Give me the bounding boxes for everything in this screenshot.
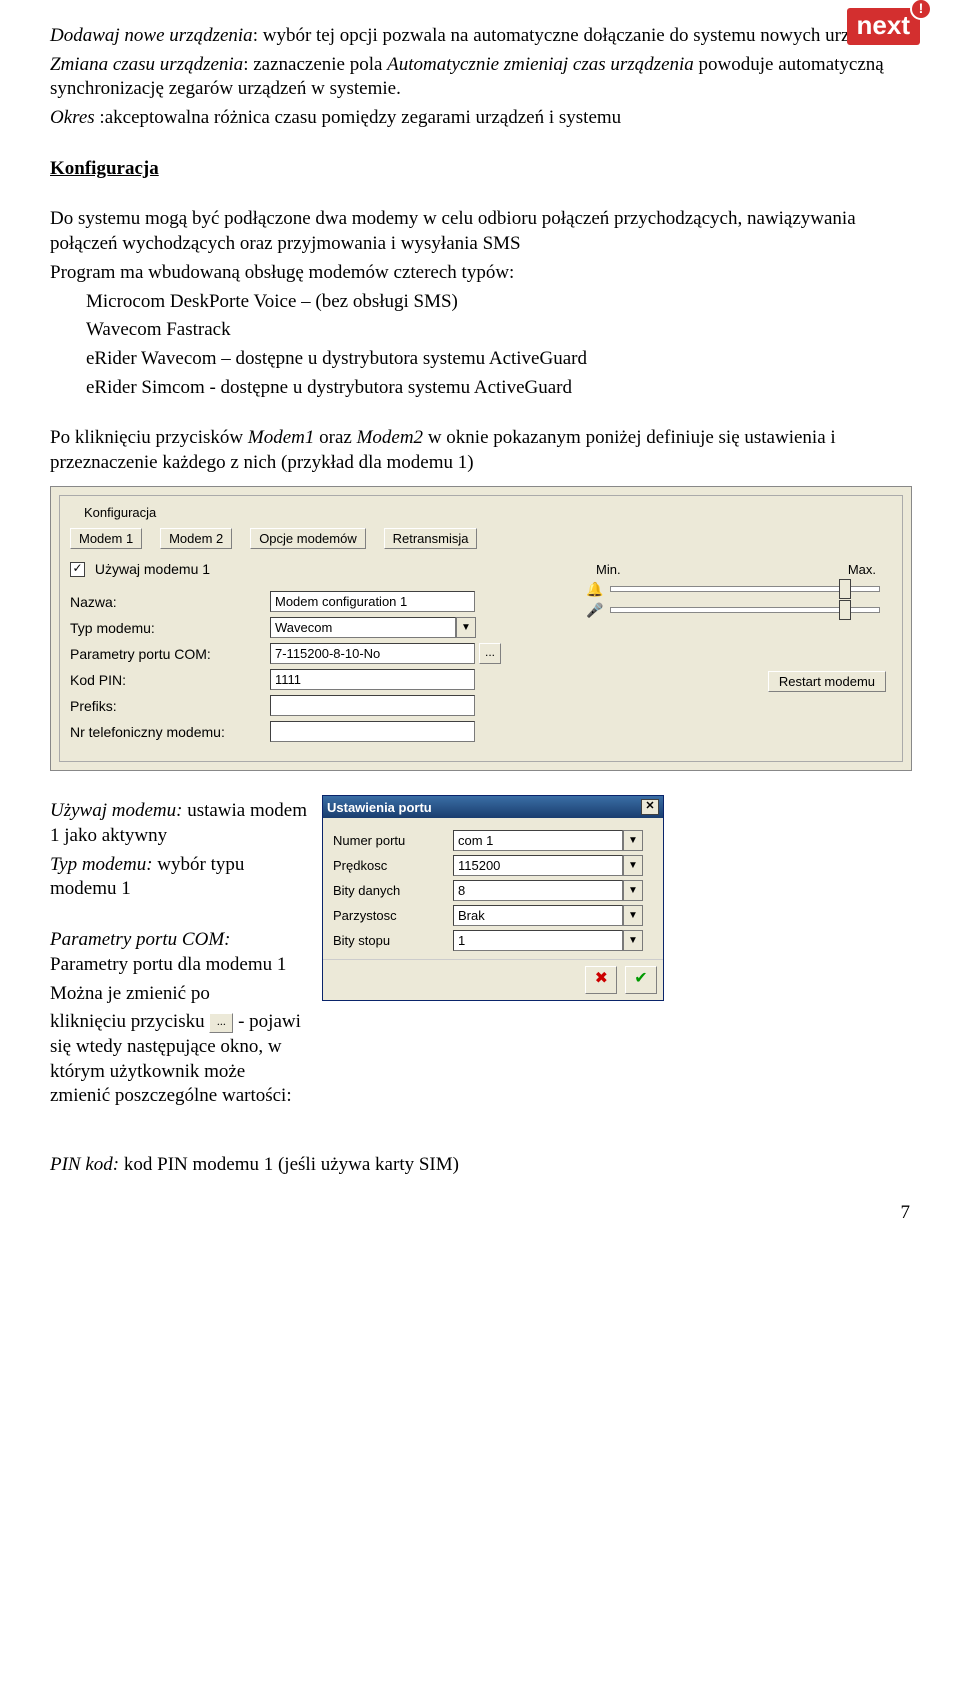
foot-pin: PIN kod: kod PIN modemu 1 (jeśli używa k… — [50, 1153, 910, 1178]
lbl-bity-stopu: Bity stopu — [333, 933, 453, 948]
lbl-com: Parametry portu COM: — [70, 646, 270, 662]
mic-icon: 🎤 — [586, 602, 604, 619]
input-prefiks[interactable] — [270, 695, 475, 716]
arrow4[interactable]: ▼ — [623, 905, 643, 926]
tab-retransmisja[interactable]: Retransmisja — [384, 528, 478, 549]
lbl-pin: Kod PIN: — [70, 672, 270, 688]
sel-parzystosc[interactable]: Brak — [453, 905, 623, 926]
arrow2[interactable]: ▼ — [623, 855, 643, 876]
sel-bity-danych[interactable]: 8 — [453, 880, 623, 901]
tab-modem1[interactable]: Modem 1 — [70, 528, 142, 549]
sel-numer-portu[interactable]: com 1 — [453, 830, 623, 851]
close-button[interactable]: ✕ — [641, 799, 659, 815]
com-browse-button[interactable]: ... — [479, 643, 501, 664]
lbl-prefiks: Prefiks: — [70, 698, 270, 714]
sel-bity-stopu[interactable]: 1 — [453, 930, 623, 951]
left2: Typ modemu: wybór typu modemu 1 — [50, 853, 310, 902]
use-modem-checkbox[interactable]: ✓ — [70, 562, 85, 577]
fieldset-title: Konfiguracja — [80, 505, 160, 520]
left4: Można je zmienić po — [50, 982, 310, 1007]
li1: Microcom DeskPorte Voice – (bez obsługi … — [50, 290, 910, 315]
left1: Używaj modemu: ustawia modem 1 jako akty… — [50, 799, 310, 848]
logo-box: next ! — [847, 8, 920, 45]
body1: Do systemu mogą być podłączone dwa modem… — [50, 207, 910, 256]
use-modem-label: Używaj modemu 1 — [95, 561, 210, 577]
body3: Po kliknięciu przycisków Modem1 oraz Mod… — [50, 426, 910, 475]
lbl-parzystosc: Parzystosc — [333, 908, 453, 923]
li3: eRider Wavecom – dostępne u dystrybutora… — [50, 347, 910, 372]
logo-exclamation: ! — [910, 0, 932, 20]
konf-heading: Konfiguracja — [50, 157, 910, 182]
page-number: 7 — [50, 1202, 910, 1224]
select-typ[interactable]: Wavecom — [270, 617, 456, 638]
input-tel[interactable] — [270, 721, 475, 742]
lbl-bity-danych: Bity danych — [333, 883, 453, 898]
lbl-max: Max. — [848, 562, 876, 577]
screenshot-ustawienia-portu: Ustawienia portu ✕ Numer portu com 1▼ Pr… — [322, 795, 664, 1001]
screenshot-konfiguracja: Konfiguracja Modem 1 Modem 2 Opcje modem… — [50, 486, 912, 772]
lbl-numer-portu: Numer portu — [333, 833, 453, 848]
lbl-typ: Typ modemu: — [70, 620, 270, 636]
slider-mic[interactable] — [610, 607, 880, 613]
dialog-title: Ustawienia portu — [327, 800, 432, 815]
tab-modem2[interactable]: Modem 2 — [160, 528, 232, 549]
li4: eRider Simcom - dostępne u dystrybutora … — [50, 376, 910, 401]
input-nazwa[interactable]: Modem configuration 1 — [270, 591, 475, 612]
para-zmiana: Zmiana czasu urządzenia: zaznaczenie pol… — [50, 53, 910, 102]
typ-dropdown-arrow[interactable]: ▼ — [456, 617, 476, 638]
arrow5[interactable]: ▼ — [623, 930, 643, 951]
para-okres: Okres :akceptowalna różnica czasu pomięd… — [50, 106, 910, 131]
body2: Program ma wbudowaną obsługę modemów czt… — [50, 261, 910, 286]
tab-opcje[interactable]: Opcje modemów — [250, 528, 366, 549]
para-dodawaj: Dodawaj nowe urządzenia: wybór tej opcji… — [50, 24, 910, 49]
arrow3[interactable]: ▼ — [623, 880, 643, 901]
slider-speaker[interactable] — [610, 586, 880, 592]
input-com[interactable]: 7-115200-8-10-No — [270, 643, 475, 664]
left5: kliknięciu przycisku ... - pojawi się wt… — [50, 1010, 310, 1109]
input-pin[interactable]: 1111 — [270, 669, 475, 690]
left3: Parametry portu COM:Parametry portu dla … — [50, 928, 310, 977]
lbl-predkosc: Prędkosc — [333, 858, 453, 873]
ok-button[interactable]: ✔ — [625, 966, 657, 994]
logo-text: next — [857, 10, 910, 40]
lbl-min: Min. — [596, 562, 621, 577]
cancel-button[interactable]: ✖ — [585, 966, 617, 994]
speaker-icon: 🔔 — [586, 581, 604, 598]
sel-predkosc[interactable]: 115200 — [453, 855, 623, 876]
inline-dots-button[interactable]: ... — [209, 1013, 233, 1033]
lbl-nazwa: Nazwa: — [70, 594, 270, 610]
arrow1[interactable]: ▼ — [623, 830, 643, 851]
restart-button[interactable]: Restart modemu — [768, 671, 886, 692]
lbl-tel: Nr telefoniczny modemu: — [70, 724, 270, 740]
li2: Wavecom Fastrack — [50, 318, 910, 343]
